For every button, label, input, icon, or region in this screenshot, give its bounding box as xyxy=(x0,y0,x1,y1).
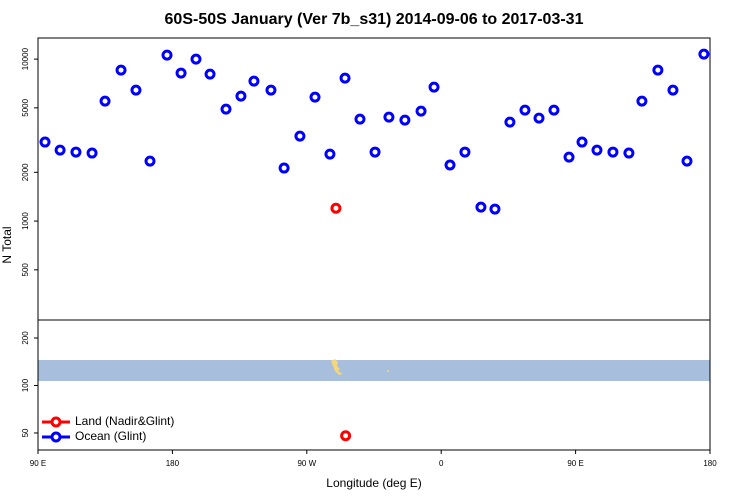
data-point xyxy=(475,201,487,213)
data-point xyxy=(340,430,352,442)
data-point xyxy=(698,48,710,60)
chart-title: 60S-50S January (Ver 7b_s31) 2014-09-06 … xyxy=(165,11,584,28)
data-point xyxy=(339,72,351,84)
x-tick-label: 90 E xyxy=(567,459,583,468)
data-point xyxy=(354,113,366,125)
data-point xyxy=(54,144,66,156)
data-point xyxy=(248,75,260,87)
y-tick-label: 2000 xyxy=(21,163,30,181)
data-point xyxy=(175,67,187,79)
data-point xyxy=(99,95,111,107)
y-tick-label: 1000 xyxy=(21,212,30,230)
legend-label: Ocean (Glint) xyxy=(75,429,146,443)
data-point xyxy=(161,49,173,61)
data-point xyxy=(220,103,232,115)
data-point xyxy=(519,104,531,116)
y-tick-label: 200 xyxy=(21,331,30,345)
data-point xyxy=(130,84,142,96)
data-point xyxy=(265,84,277,96)
legend-marker xyxy=(50,431,62,443)
y-tick-label: 5000 xyxy=(21,98,30,116)
x-tick-label: 180 xyxy=(703,459,717,468)
x-tick-label: 0 xyxy=(439,459,444,468)
data-point xyxy=(144,155,156,167)
data-point xyxy=(415,105,427,117)
data-point xyxy=(86,147,98,159)
y-tick-label: 50 xyxy=(21,428,30,437)
y-tick-label: 10000 xyxy=(21,47,30,70)
data-point xyxy=(309,91,321,103)
data-point xyxy=(70,146,82,158)
data-point xyxy=(681,155,693,167)
data-point xyxy=(369,146,381,158)
ocean-band xyxy=(38,360,710,381)
data-point xyxy=(563,151,575,163)
plot-frame xyxy=(37,37,711,451)
data-point xyxy=(204,68,216,80)
data-point xyxy=(383,111,395,123)
x-axis-label: Longitude (deg E) xyxy=(326,476,421,490)
data-point xyxy=(667,84,679,96)
data-point xyxy=(489,203,501,215)
data-point xyxy=(548,104,560,116)
data-point xyxy=(652,64,664,76)
data-point xyxy=(623,147,635,159)
land-shape xyxy=(331,359,343,375)
data-point xyxy=(399,114,411,126)
data-point xyxy=(324,148,336,160)
data-point xyxy=(636,95,648,107)
data-point xyxy=(39,136,51,148)
x-tick-label: 180 xyxy=(166,459,180,468)
land-shape xyxy=(387,370,389,372)
data-point xyxy=(115,64,127,76)
data-point xyxy=(444,159,456,171)
data-point xyxy=(330,202,342,214)
data-point xyxy=(294,130,306,142)
x-tick-label: 90 W xyxy=(297,459,316,468)
data-point xyxy=(591,144,603,156)
y-tick-label: 500 xyxy=(21,263,30,277)
data-point xyxy=(235,90,247,102)
data-point xyxy=(576,136,588,148)
data-point xyxy=(607,146,619,158)
legend-marker xyxy=(50,416,62,428)
x-tick-label: 90 E xyxy=(30,459,46,468)
y-tick-label: 100 xyxy=(21,378,30,392)
data-point xyxy=(278,162,290,174)
legend-label: Land (Nadir&Glint) xyxy=(75,414,174,428)
data-point xyxy=(428,81,440,93)
data-point xyxy=(190,53,202,65)
y-axis-label: N Total xyxy=(0,226,14,263)
data-point xyxy=(459,146,471,158)
data-point xyxy=(504,116,516,128)
data-point xyxy=(533,112,545,124)
